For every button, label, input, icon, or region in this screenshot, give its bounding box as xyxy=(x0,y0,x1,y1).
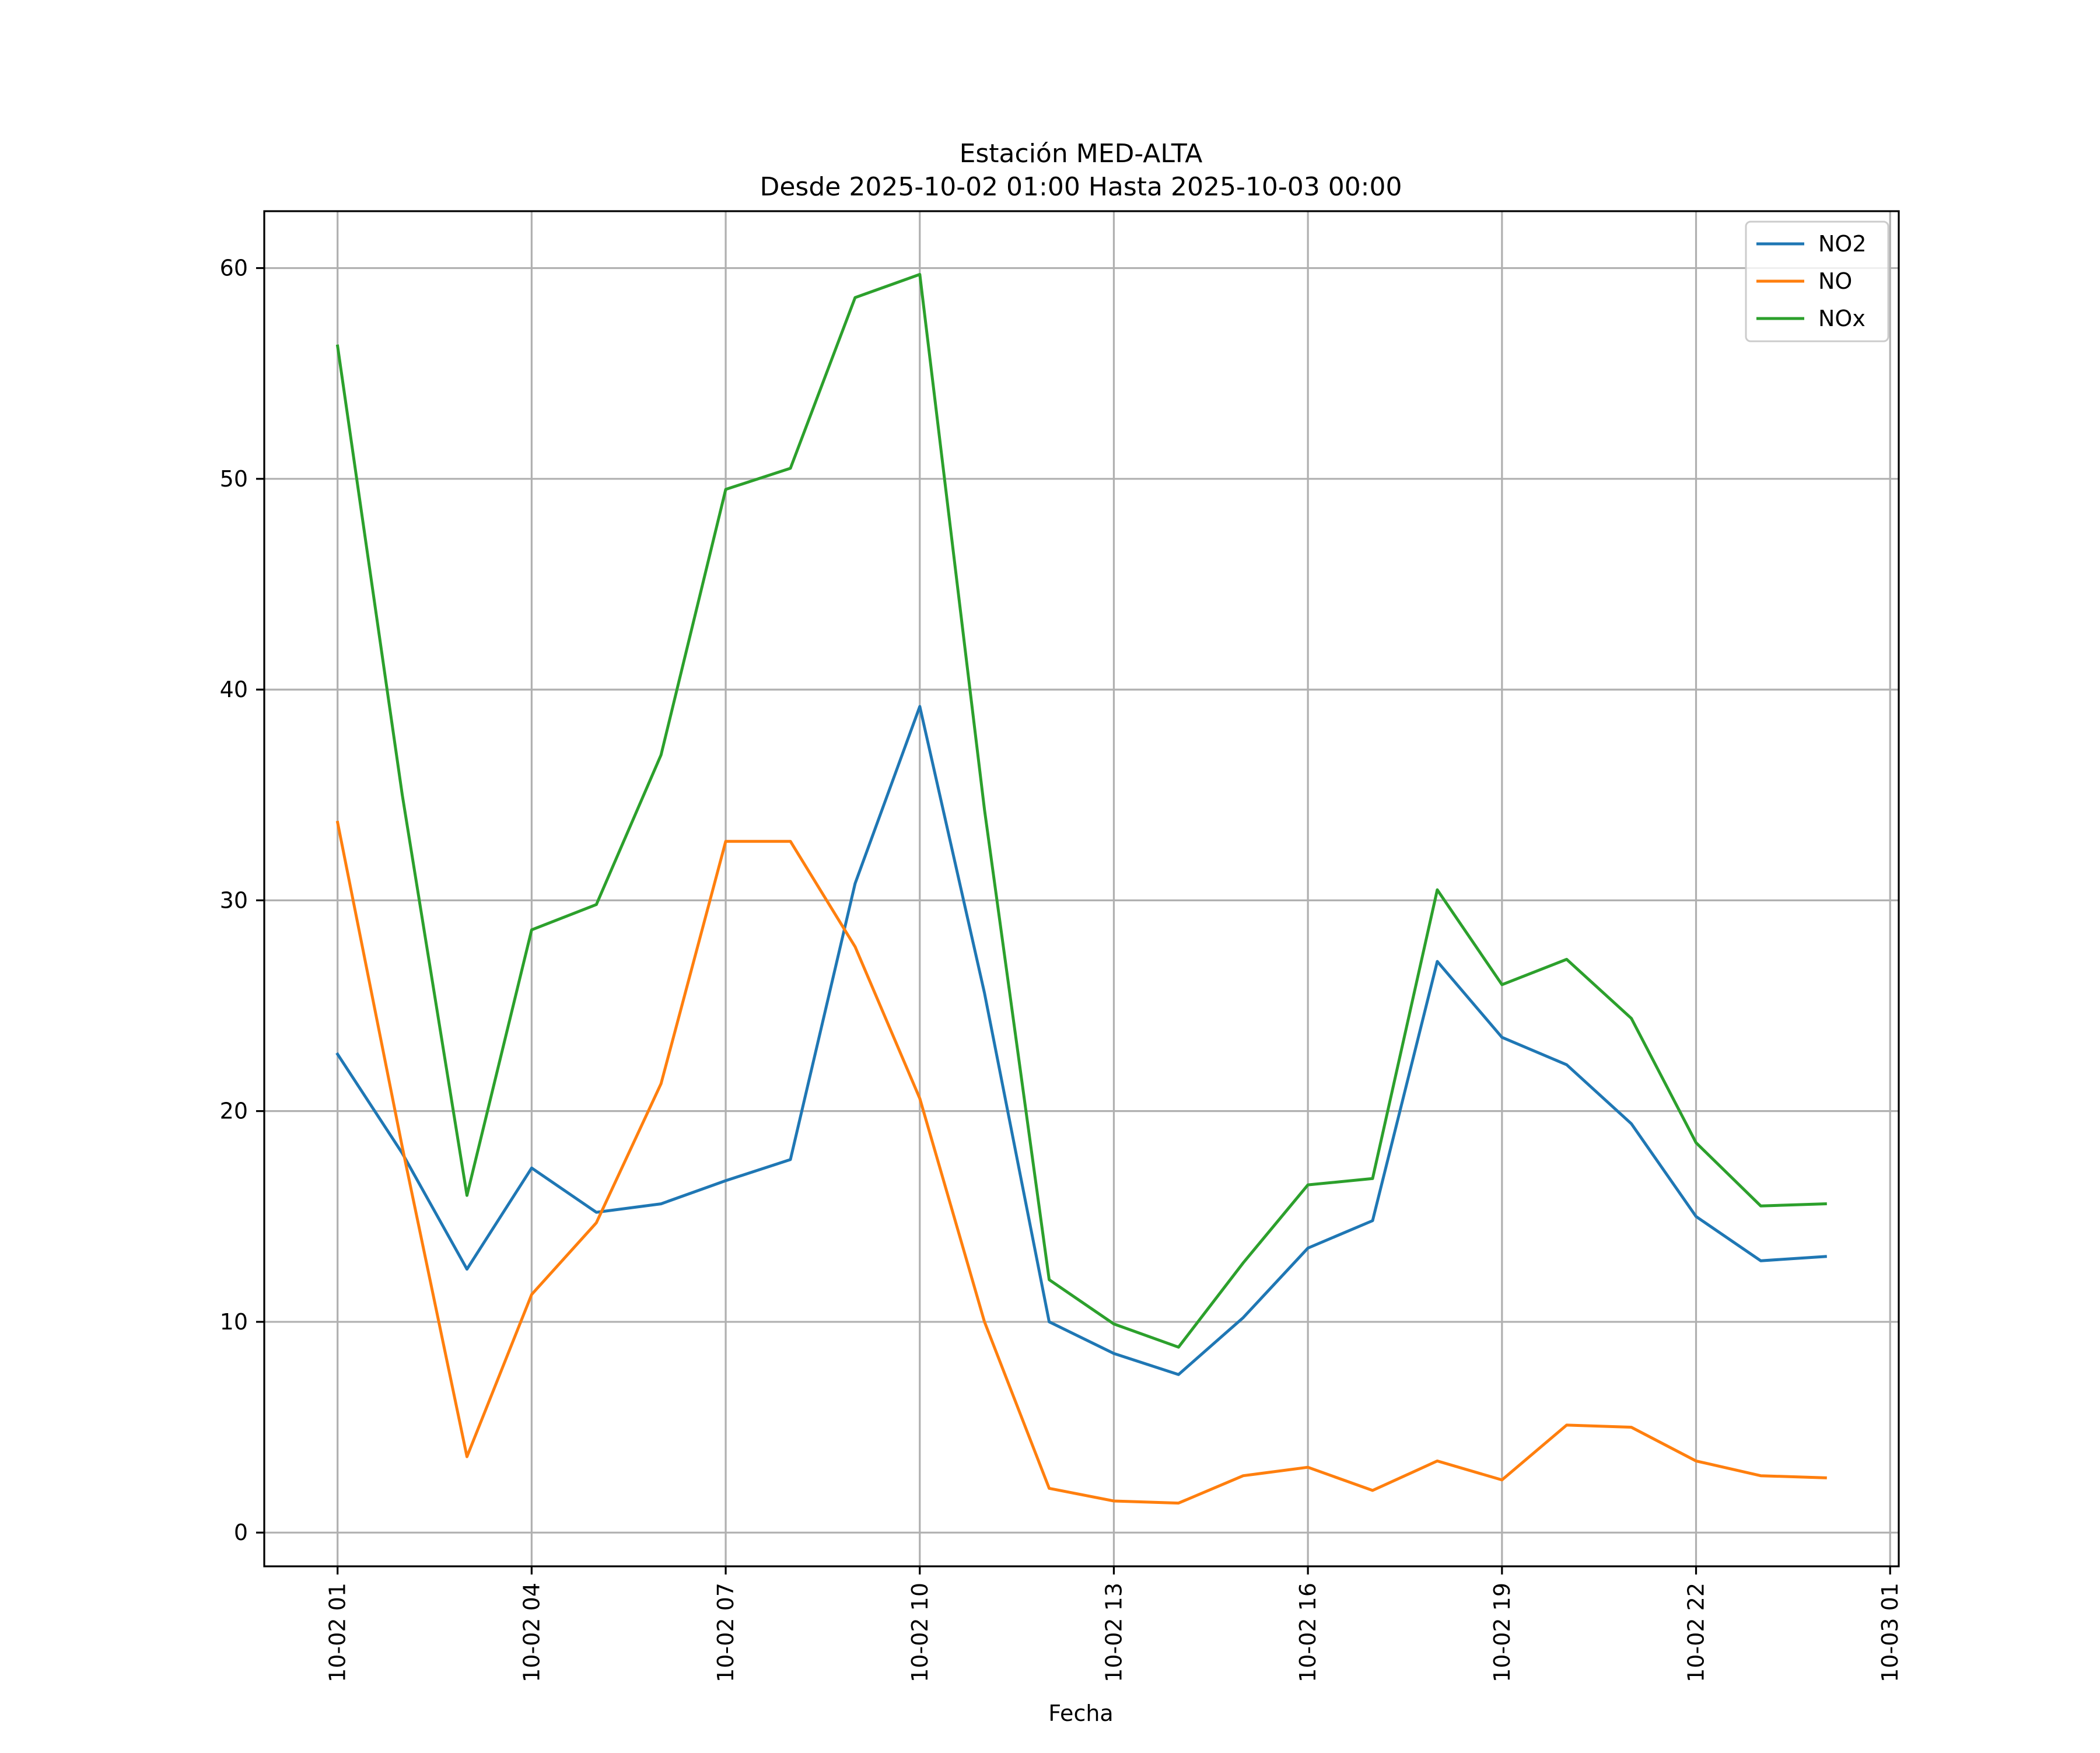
chart-subtitle: Desde 2025-10-02 01:00 Hasta 2025-10-03 … xyxy=(760,172,1402,202)
legend-label-nox: NOx xyxy=(1818,306,1866,331)
legend-label-no2: NO2 xyxy=(1818,231,1867,257)
x-axis-label: Fecha xyxy=(1048,1700,1113,1726)
series-lines xyxy=(335,272,1827,1505)
y-tick-label: 10 xyxy=(220,1309,248,1335)
series-line-nox xyxy=(335,272,1827,1349)
y-tick-label: 50 xyxy=(220,466,248,492)
legend-box xyxy=(1745,221,1889,342)
series-line-no2 xyxy=(335,705,1827,1376)
x-tick-label: 10-02 19 xyxy=(1489,1583,1515,1682)
y-tick-label: 60 xyxy=(220,256,248,281)
x-tick-label: 10-02 10 xyxy=(907,1583,933,1682)
x-tick-label: 10-02 07 xyxy=(713,1583,738,1682)
x-tick-label: 10-02 22 xyxy=(1684,1583,1709,1682)
legend-label-no: NO xyxy=(1818,268,1852,294)
x-tick-label: 10-03 01 xyxy=(1877,1583,1903,1682)
y-tick-label: 0 xyxy=(234,1520,248,1545)
series-line-no xyxy=(335,820,1827,1505)
chart-title: Estación MED-ALTA xyxy=(960,139,1203,169)
x-tick-label: 10-02 13 xyxy=(1101,1583,1126,1682)
x-tick-label: 10-02 01 xyxy=(325,1583,351,1682)
grid-lines xyxy=(264,211,1899,1566)
y-tick-label: 30 xyxy=(220,887,248,913)
plot-frame xyxy=(263,210,1900,1567)
legend: NO2 NO NOx xyxy=(1745,221,1889,342)
x-tick-label: 10-02 04 xyxy=(519,1583,544,1682)
y-tick-label: 20 xyxy=(220,1098,248,1124)
x-tick-label: 10-02 16 xyxy=(1295,1583,1321,1682)
axes: 10-02 01 10-02 04 10-02 07 10-02 10 10-02 13… xyxy=(220,210,1903,1682)
y-tick-label: 40 xyxy=(220,677,248,702)
